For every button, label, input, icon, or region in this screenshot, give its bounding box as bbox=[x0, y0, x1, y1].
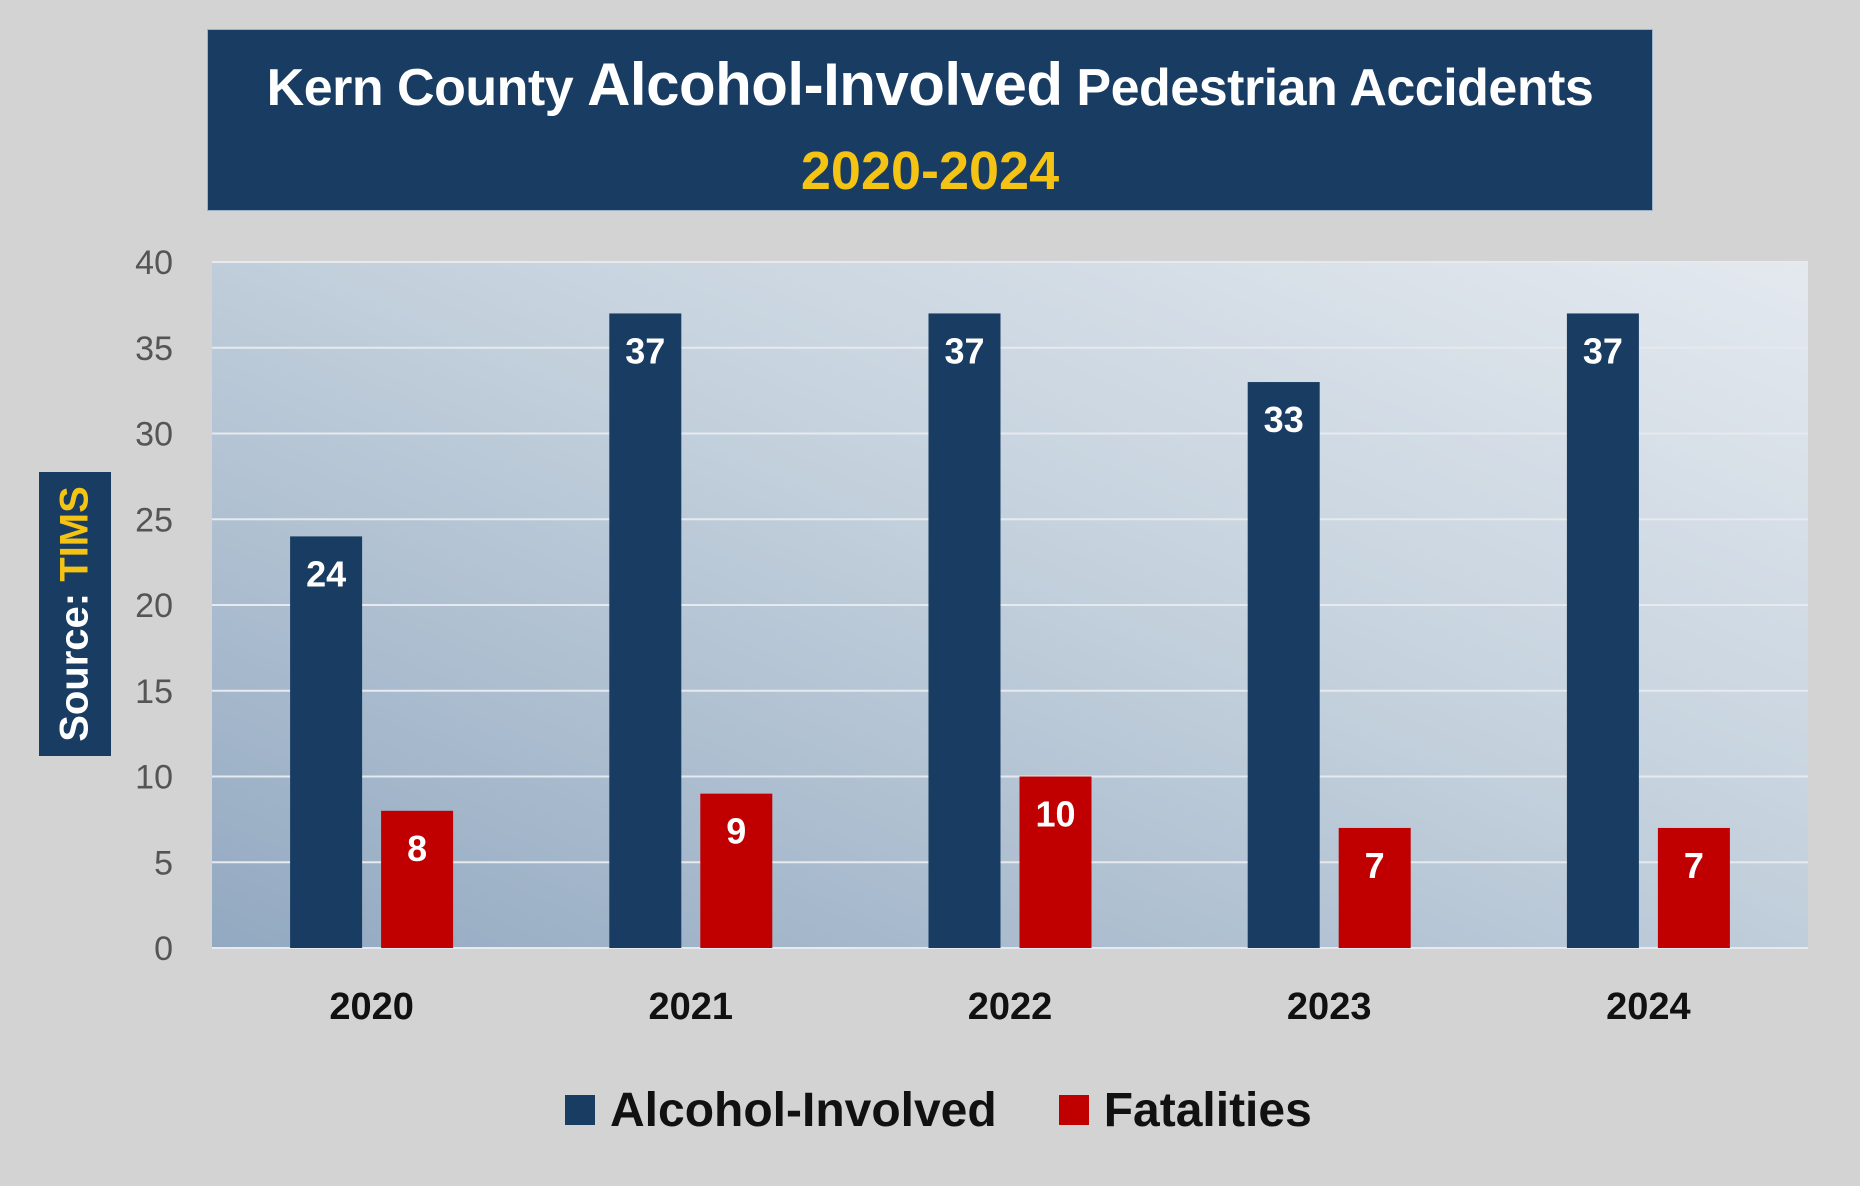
y-tick-label: 5 bbox=[154, 844, 173, 882]
data-label-alcohol-involved: 37 bbox=[625, 330, 665, 371]
legend-item-alcohol: Alcohol-Involved bbox=[565, 1083, 997, 1138]
bar-fatalities bbox=[700, 793, 773, 948]
y-axis-ticks: 0 5 10 15 20 25 30 35 40 bbox=[135, 244, 173, 968]
x-tick-label: 2022 bbox=[968, 986, 1053, 1028]
legend-swatch-fatalities bbox=[1058, 1095, 1089, 1125]
data-label-alcohol-involved: 33 bbox=[1264, 399, 1304, 440]
bars bbox=[290, 313, 1730, 948]
y-tick-label: 0 bbox=[154, 930, 173, 968]
bar-alcohol-involved bbox=[290, 536, 363, 948]
data-label-fatalities: 7 bbox=[1684, 845, 1704, 886]
bar-fatalities bbox=[381, 810, 454, 948]
data-label-alcohol-involved: 24 bbox=[306, 553, 346, 594]
chart-subtitle: 2020-2024 bbox=[800, 141, 1060, 201]
bar-fatalities bbox=[1019, 776, 1092, 948]
bar-alcohol-involved bbox=[928, 313, 1001, 948]
bar-alcohol-involved bbox=[1566, 313, 1639, 948]
data-label-alcohol-involved: 37 bbox=[944, 330, 984, 371]
y-tick-label: 20 bbox=[135, 587, 173, 625]
data-label-fatalities: 9 bbox=[726, 811, 746, 852]
y-tick-label: 35 bbox=[135, 330, 173, 368]
chart-title: Kern County Alcohol-Involved Pedestrian … bbox=[208, 50, 1652, 119]
x-tick-label: 2024 bbox=[1606, 986, 1691, 1028]
bar-alcohol-involved bbox=[609, 313, 682, 948]
data-label-fatalities: 8 bbox=[407, 828, 427, 869]
y-tick-label: 10 bbox=[135, 759, 173, 797]
bar-fatalities bbox=[1657, 827, 1730, 948]
legend-label-alcohol: Alcohol-Involved bbox=[610, 1083, 997, 1137]
data-labels: 24 8 37 9 37 10 33 7 37 7 bbox=[306, 330, 1704, 886]
y-tick-label: 40 bbox=[135, 244, 173, 282]
y-tick-label: 30 bbox=[135, 416, 173, 454]
source-badge: Source: TIMS bbox=[39, 472, 111, 756]
legend-swatch-alcohol bbox=[565, 1095, 595, 1125]
title-suffix: Pedestrian Accidents bbox=[1076, 59, 1594, 117]
data-label-alcohol-involved: 37 bbox=[1583, 330, 1623, 371]
data-label-fatalities: 10 bbox=[1035, 794, 1075, 835]
legend-label-fatalities: Fatalities bbox=[1103, 1083, 1312, 1137]
gridlines bbox=[212, 261, 1808, 949]
x-tick-label: 2023 bbox=[1287, 986, 1372, 1028]
x-tick-label: 2021 bbox=[649, 986, 734, 1028]
x-axis-ticks: 2020 2021 2022 2023 2024 bbox=[329, 986, 1690, 1028]
legend-item-fatalities: Fatalities bbox=[1058, 1083, 1312, 1138]
x-tick-label: 2020 bbox=[329, 986, 414, 1028]
y-tick-label: 15 bbox=[135, 673, 173, 711]
bar-fatalities bbox=[1338, 827, 1411, 948]
bar-alcohol-involved bbox=[1247, 382, 1320, 948]
title-prefix: Kern County bbox=[266, 59, 574, 117]
data-label-fatalities: 7 bbox=[1365, 845, 1385, 886]
y-tick-label: 25 bbox=[135, 501, 173, 539]
title-emphasis: Alcohol-Involved bbox=[587, 51, 1063, 118]
legend: Alcohol-Involved Fatalities bbox=[565, 1080, 1374, 1140]
title-banner: Kern County Alcohol-Involved Pedestrian … bbox=[207, 29, 1653, 211]
